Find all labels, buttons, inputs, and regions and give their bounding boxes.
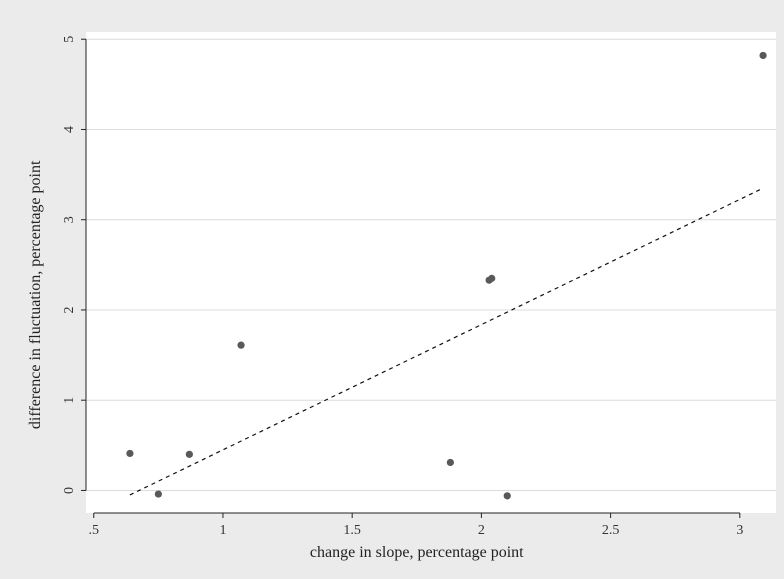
data-point (154, 490, 162, 498)
data-point (126, 449, 134, 458)
y-tick-label: 3 (62, 216, 77, 223)
plot-area (86, 32, 776, 513)
y-tick-label: 0 (62, 487, 77, 494)
data-point (185, 450, 193, 458)
x-tick-label: 1.5 (343, 523, 361, 538)
fit-line (129, 187, 764, 496)
data-point (503, 492, 511, 500)
data-point (759, 51, 767, 60)
data-point (488, 274, 496, 282)
x-tick-label: 3 (736, 523, 743, 538)
y-tick-label: 4 (62, 126, 77, 133)
x-tick-label: 2.5 (602, 523, 620, 538)
data-point (446, 458, 454, 467)
y-tick-label: 1 (62, 397, 77, 404)
y-tick-label: 2 (62, 306, 77, 313)
y-axis-title: difference in fluctuation, percentage po… (27, 160, 44, 429)
data-point (237, 341, 245, 349)
y-tick-label: 5 (62, 36, 77, 43)
x-tick-label: .5 (89, 523, 100, 538)
x-tick-label: 1 (219, 523, 226, 538)
x-tick-label: 2 (478, 523, 485, 538)
x-axis-title: change in slope, percentage point (310, 544, 524, 561)
